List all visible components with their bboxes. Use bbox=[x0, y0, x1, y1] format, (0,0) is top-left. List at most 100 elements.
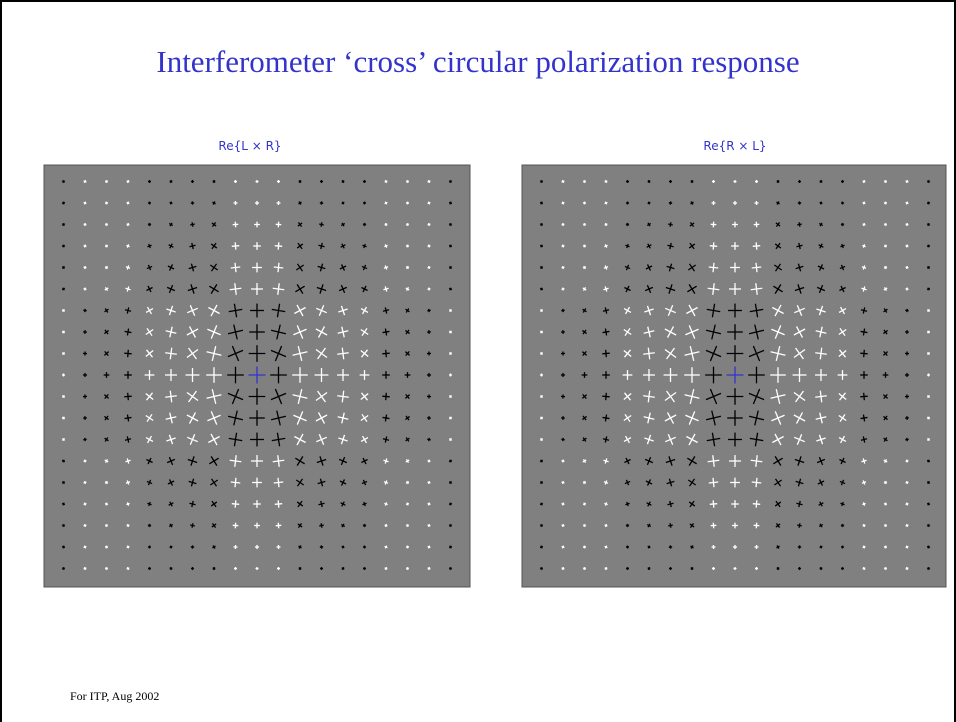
cross-arm bbox=[540, 416, 543, 420]
cross-arm bbox=[819, 412, 823, 424]
cross-arm bbox=[83, 244, 87, 248]
cross-arm bbox=[561, 288, 565, 290]
cross-arm bbox=[687, 285, 697, 293]
cross-arm bbox=[189, 502, 196, 506]
cross-arm bbox=[146, 458, 153, 464]
cross-arm bbox=[360, 436, 369, 443]
cross-arm bbox=[840, 479, 845, 486]
cross-arm bbox=[234, 283, 237, 295]
cross-arm bbox=[690, 201, 694, 205]
cross-arm bbox=[752, 388, 761, 405]
cross-arm bbox=[862, 179, 866, 184]
cross-arm bbox=[104, 437, 109, 442]
cross-arm bbox=[705, 329, 722, 335]
cross-arm bbox=[190, 284, 195, 294]
cross-arm bbox=[604, 502, 608, 506]
cross-arm bbox=[774, 263, 782, 272]
cross-arm bbox=[707, 287, 720, 291]
cross-arm bbox=[927, 459, 930, 463]
cross-arm bbox=[404, 394, 411, 399]
cross-arm bbox=[690, 567, 694, 570]
cross-arm bbox=[755, 500, 758, 508]
cross-arm bbox=[428, 459, 430, 463]
cross-arm bbox=[104, 545, 109, 549]
cross-arm bbox=[405, 502, 410, 506]
cross-arm bbox=[166, 437, 176, 442]
cross-arm bbox=[795, 265, 804, 270]
cross-arm bbox=[774, 284, 782, 294]
cross-arm bbox=[712, 477, 715, 488]
cross-arm bbox=[863, 349, 865, 358]
cross-arm bbox=[602, 438, 610, 441]
cross-arm bbox=[796, 244, 803, 248]
cross-arm bbox=[774, 433, 782, 446]
cross-arm bbox=[449, 351, 452, 356]
cross-arm bbox=[449, 201, 452, 205]
cross-arm bbox=[647, 180, 651, 183]
cross-arm bbox=[166, 308, 176, 313]
cross-arm bbox=[297, 388, 303, 405]
cross-arm bbox=[906, 437, 908, 442]
cross-arm bbox=[316, 347, 327, 360]
cross-arm bbox=[362, 502, 367, 506]
cross-arm bbox=[319, 263, 324, 272]
cross-arm bbox=[83, 545, 87, 549]
cross-arm bbox=[540, 502, 543, 506]
cross-arm bbox=[626, 545, 629, 549]
cross-arm bbox=[317, 480, 326, 485]
cross-arm bbox=[583, 566, 586, 571]
cross-arm bbox=[818, 284, 824, 294]
cross-arm bbox=[689, 523, 695, 528]
cross-arm bbox=[146, 306, 153, 315]
cross-arm bbox=[561, 481, 565, 484]
cross-arm bbox=[207, 414, 221, 422]
cross-arm bbox=[623, 392, 632, 401]
cross-arm bbox=[340, 434, 346, 445]
cross-arm bbox=[126, 502, 130, 506]
cross-arm bbox=[798, 523, 801, 528]
cross-arm bbox=[206, 394, 222, 399]
cross-arm bbox=[276, 303, 281, 318]
cross-arm bbox=[405, 567, 410, 570]
cross-arm bbox=[705, 349, 722, 358]
cross-arm bbox=[62, 222, 65, 227]
cross-arm bbox=[190, 546, 195, 548]
cross-arm bbox=[406, 265, 409, 270]
cross-arm bbox=[625, 479, 630, 486]
cross-arm bbox=[448, 567, 453, 570]
cross-arm bbox=[341, 243, 345, 249]
cross-arm bbox=[384, 523, 388, 528]
cross-arm bbox=[341, 201, 345, 205]
cross-arm bbox=[169, 545, 173, 549]
cross-arm bbox=[539, 309, 544, 312]
cross-arm bbox=[906, 287, 908, 291]
cross-arm bbox=[83, 223, 87, 226]
cross-arm bbox=[209, 264, 219, 271]
cross-arm bbox=[840, 244, 845, 248]
cross-arm bbox=[540, 394, 543, 399]
cross-arm bbox=[448, 438, 453, 441]
cross-arm bbox=[449, 244, 452, 248]
cross-arm bbox=[296, 456, 304, 466]
cross-arm bbox=[862, 480, 866, 485]
cross-arm bbox=[449, 330, 452, 334]
cross-arm bbox=[582, 201, 587, 205]
cross-arm bbox=[775, 523, 781, 528]
cross-arm bbox=[883, 244, 888, 248]
cross-arm bbox=[341, 347, 345, 360]
cross-arm bbox=[341, 501, 345, 507]
cross-arm bbox=[841, 501, 844, 507]
cross-arm bbox=[582, 266, 587, 269]
cross-arm bbox=[862, 307, 866, 314]
cross-arm bbox=[905, 545, 909, 549]
cross-arm bbox=[297, 500, 303, 508]
cross-arm bbox=[582, 415, 587, 421]
cross-arm bbox=[686, 306, 698, 315]
cross-arm bbox=[647, 567, 651, 570]
cross-arm bbox=[706, 308, 721, 313]
cross-arm bbox=[775, 500, 781, 508]
cross-arm bbox=[689, 222, 695, 227]
cross-arm bbox=[211, 523, 217, 528]
cross-arm bbox=[840, 180, 845, 183]
cross-arm bbox=[664, 328, 677, 336]
